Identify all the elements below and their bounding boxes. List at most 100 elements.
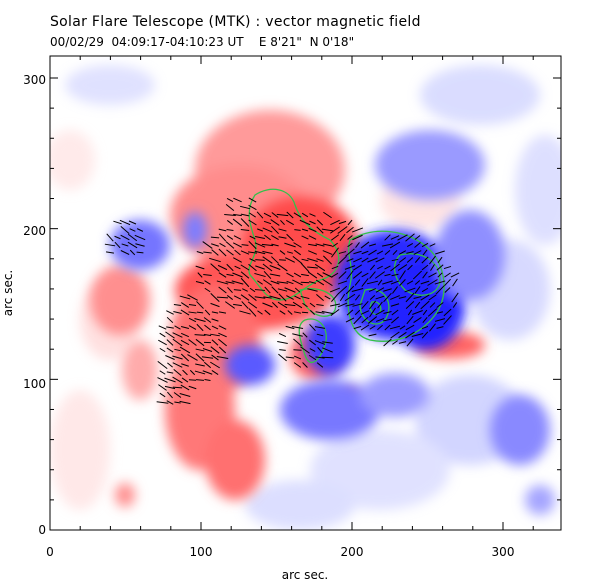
y-tick-label: 200	[23, 224, 46, 238]
x-tick-label: 200	[341, 545, 364, 559]
field-vector	[434, 318, 446, 322]
field-vector	[248, 197, 257, 203]
field-vector	[277, 301, 288, 309]
field-vector	[368, 300, 377, 310]
field-vector	[286, 211, 294, 219]
field-vector	[271, 243, 279, 247]
field-vector	[352, 234, 363, 241]
field-vector	[301, 311, 309, 314]
y-tick-labels: 0 100 200 300	[23, 73, 46, 537]
field-vector	[216, 355, 229, 360]
field-vector	[257, 228, 263, 232]
field-vector	[309, 323, 316, 332]
field-vector	[240, 271, 250, 279]
field-vector	[329, 287, 341, 293]
field-vector	[204, 309, 211, 316]
field-vector	[375, 318, 385, 322]
x-tick-labels: 0 100 200 300	[46, 545, 514, 559]
field-vector	[450, 272, 460, 278]
field-vector	[345, 303, 355, 307]
field-vector	[361, 250, 369, 255]
field-vector	[241, 301, 249, 309]
field-vector	[338, 251, 347, 254]
field-vector	[360, 324, 370, 331]
field-vector	[182, 369, 188, 376]
field-vector	[227, 286, 233, 294]
field-vector	[307, 288, 318, 292]
field-vector	[248, 263, 257, 272]
field-vector	[195, 348, 205, 352]
field-vector	[300, 346, 310, 354]
field-vector	[187, 354, 198, 361]
field-vector	[411, 333, 424, 337]
field-vector	[240, 294, 250, 301]
plot-frame	[49, 55, 562, 531]
field-vector	[407, 264, 413, 271]
field-vector	[247, 251, 258, 254]
field-vector	[136, 228, 144, 232]
field-vector	[351, 227, 364, 233]
field-vector	[353, 325, 362, 330]
field-vector	[384, 265, 391, 270]
field-vector	[375, 309, 385, 316]
field-vector	[309, 281, 316, 284]
field-vector	[384, 324, 391, 331]
field-vector	[308, 227, 317, 233]
field-vector	[270, 219, 280, 226]
field-vector	[202, 370, 213, 375]
field-vector	[159, 332, 166, 338]
field-vector	[346, 258, 354, 262]
field-vector	[279, 250, 286, 255]
field-vector	[249, 212, 256, 218]
field-vector	[353, 250, 362, 255]
field-vector	[262, 227, 273, 233]
field-vector	[240, 277, 250, 288]
field-vector	[428, 294, 437, 301]
field-vector	[293, 311, 302, 314]
page-subtitle: 00/02/29 04:09:17-04:10:23 UT E 8'21" N …	[50, 35, 355, 49]
field-vector	[377, 265, 383, 270]
field-vector	[240, 250, 250, 255]
field-vector	[404, 287, 416, 293]
field-vector	[172, 338, 183, 347]
field-vector	[323, 255, 332, 265]
field-vector	[405, 324, 415, 331]
field-vector	[262, 250, 273, 255]
field-vector	[345, 285, 355, 295]
field-vector	[347, 242, 353, 248]
field-vector	[360, 310, 370, 315]
field-vector	[444, 287, 451, 293]
field-vector	[292, 279, 303, 286]
field-vector	[398, 341, 407, 344]
field-vector	[249, 287, 256, 293]
field-vector	[300, 262, 310, 273]
field-vector	[196, 323, 204, 332]
field-vector	[338, 220, 347, 225]
field-vector	[278, 333, 287, 337]
field-vector	[264, 286, 271, 294]
field-vector	[398, 296, 407, 299]
field-vector	[284, 287, 296, 293]
field-vector	[390, 295, 400, 300]
field-vector	[381, 243, 394, 247]
field-vector	[180, 332, 190, 338]
field-vector	[278, 293, 287, 302]
field-vector	[427, 279, 438, 286]
field-vector	[314, 326, 326, 329]
field-vector	[437, 272, 443, 278]
field-vector	[180, 302, 190, 308]
field-vector	[218, 332, 227, 338]
field-vector	[204, 287, 211, 293]
field-vector	[414, 286, 421, 294]
field-vector	[405, 331, 415, 339]
field-vector	[314, 263, 326, 272]
field-vector	[262, 302, 273, 308]
field-vector	[271, 234, 279, 241]
field-vector	[284, 242, 296, 248]
field-vector	[218, 233, 227, 242]
field-vector	[398, 257, 407, 263]
field-vector	[293, 338, 302, 347]
field-vector	[201, 356, 214, 359]
field-vector	[255, 259, 265, 261]
field-vector	[278, 236, 287, 239]
